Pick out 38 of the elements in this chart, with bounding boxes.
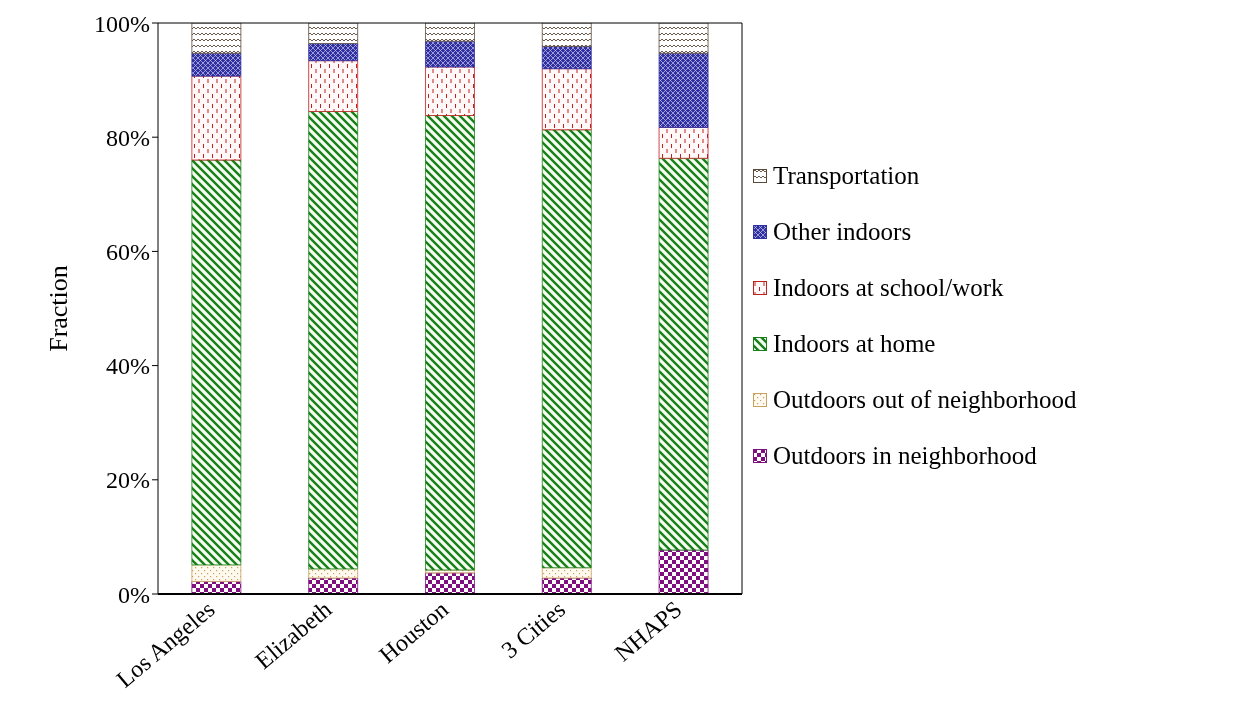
bar	[308, 23, 359, 44]
bar	[658, 157, 709, 551]
y-tick-label: 100%	[94, 10, 150, 37]
bar	[308, 60, 359, 112]
legend-label: Indoors at school/work	[773, 274, 1004, 302]
bar	[191, 159, 242, 566]
bar	[541, 23, 592, 47]
y-tick-label: 60%	[106, 238, 150, 265]
bar	[658, 127, 709, 159]
y-tick-label: 80%	[106, 124, 150, 151]
y-axis-title: Fraction	[44, 265, 74, 352]
y-tick-label: 40%	[106, 353, 150, 380]
bar	[191, 52, 242, 77]
bar	[191, 564, 242, 582]
y-tick-label: 0%	[118, 581, 150, 608]
bar	[658, 52, 709, 128]
y-tick-label: 20%	[106, 467, 150, 494]
bar	[658, 549, 709, 594]
bar	[191, 75, 242, 161]
x-tick-label: 3 Cities	[496, 595, 571, 664]
bar	[658, 23, 709, 54]
bar	[308, 43, 359, 62]
bar	[191, 23, 242, 54]
bar	[308, 568, 359, 579]
bar	[541, 567, 592, 579]
bar	[425, 66, 475, 116]
bar	[541, 68, 592, 131]
bar	[541, 129, 592, 569]
legend-label: Other indoors	[773, 218, 912, 246]
bar	[425, 23, 475, 42]
bar	[425, 40, 475, 68]
legend-label: Indoors at home	[773, 330, 936, 358]
legend-label: Transportation	[773, 162, 920, 190]
bar	[541, 46, 592, 70]
bar	[425, 115, 475, 571]
legend-label: Outdoors out of neighborhood	[773, 386, 1077, 414]
legend-label: Outdoors in neighborhood	[773, 442, 1037, 470]
bar	[308, 111, 359, 570]
